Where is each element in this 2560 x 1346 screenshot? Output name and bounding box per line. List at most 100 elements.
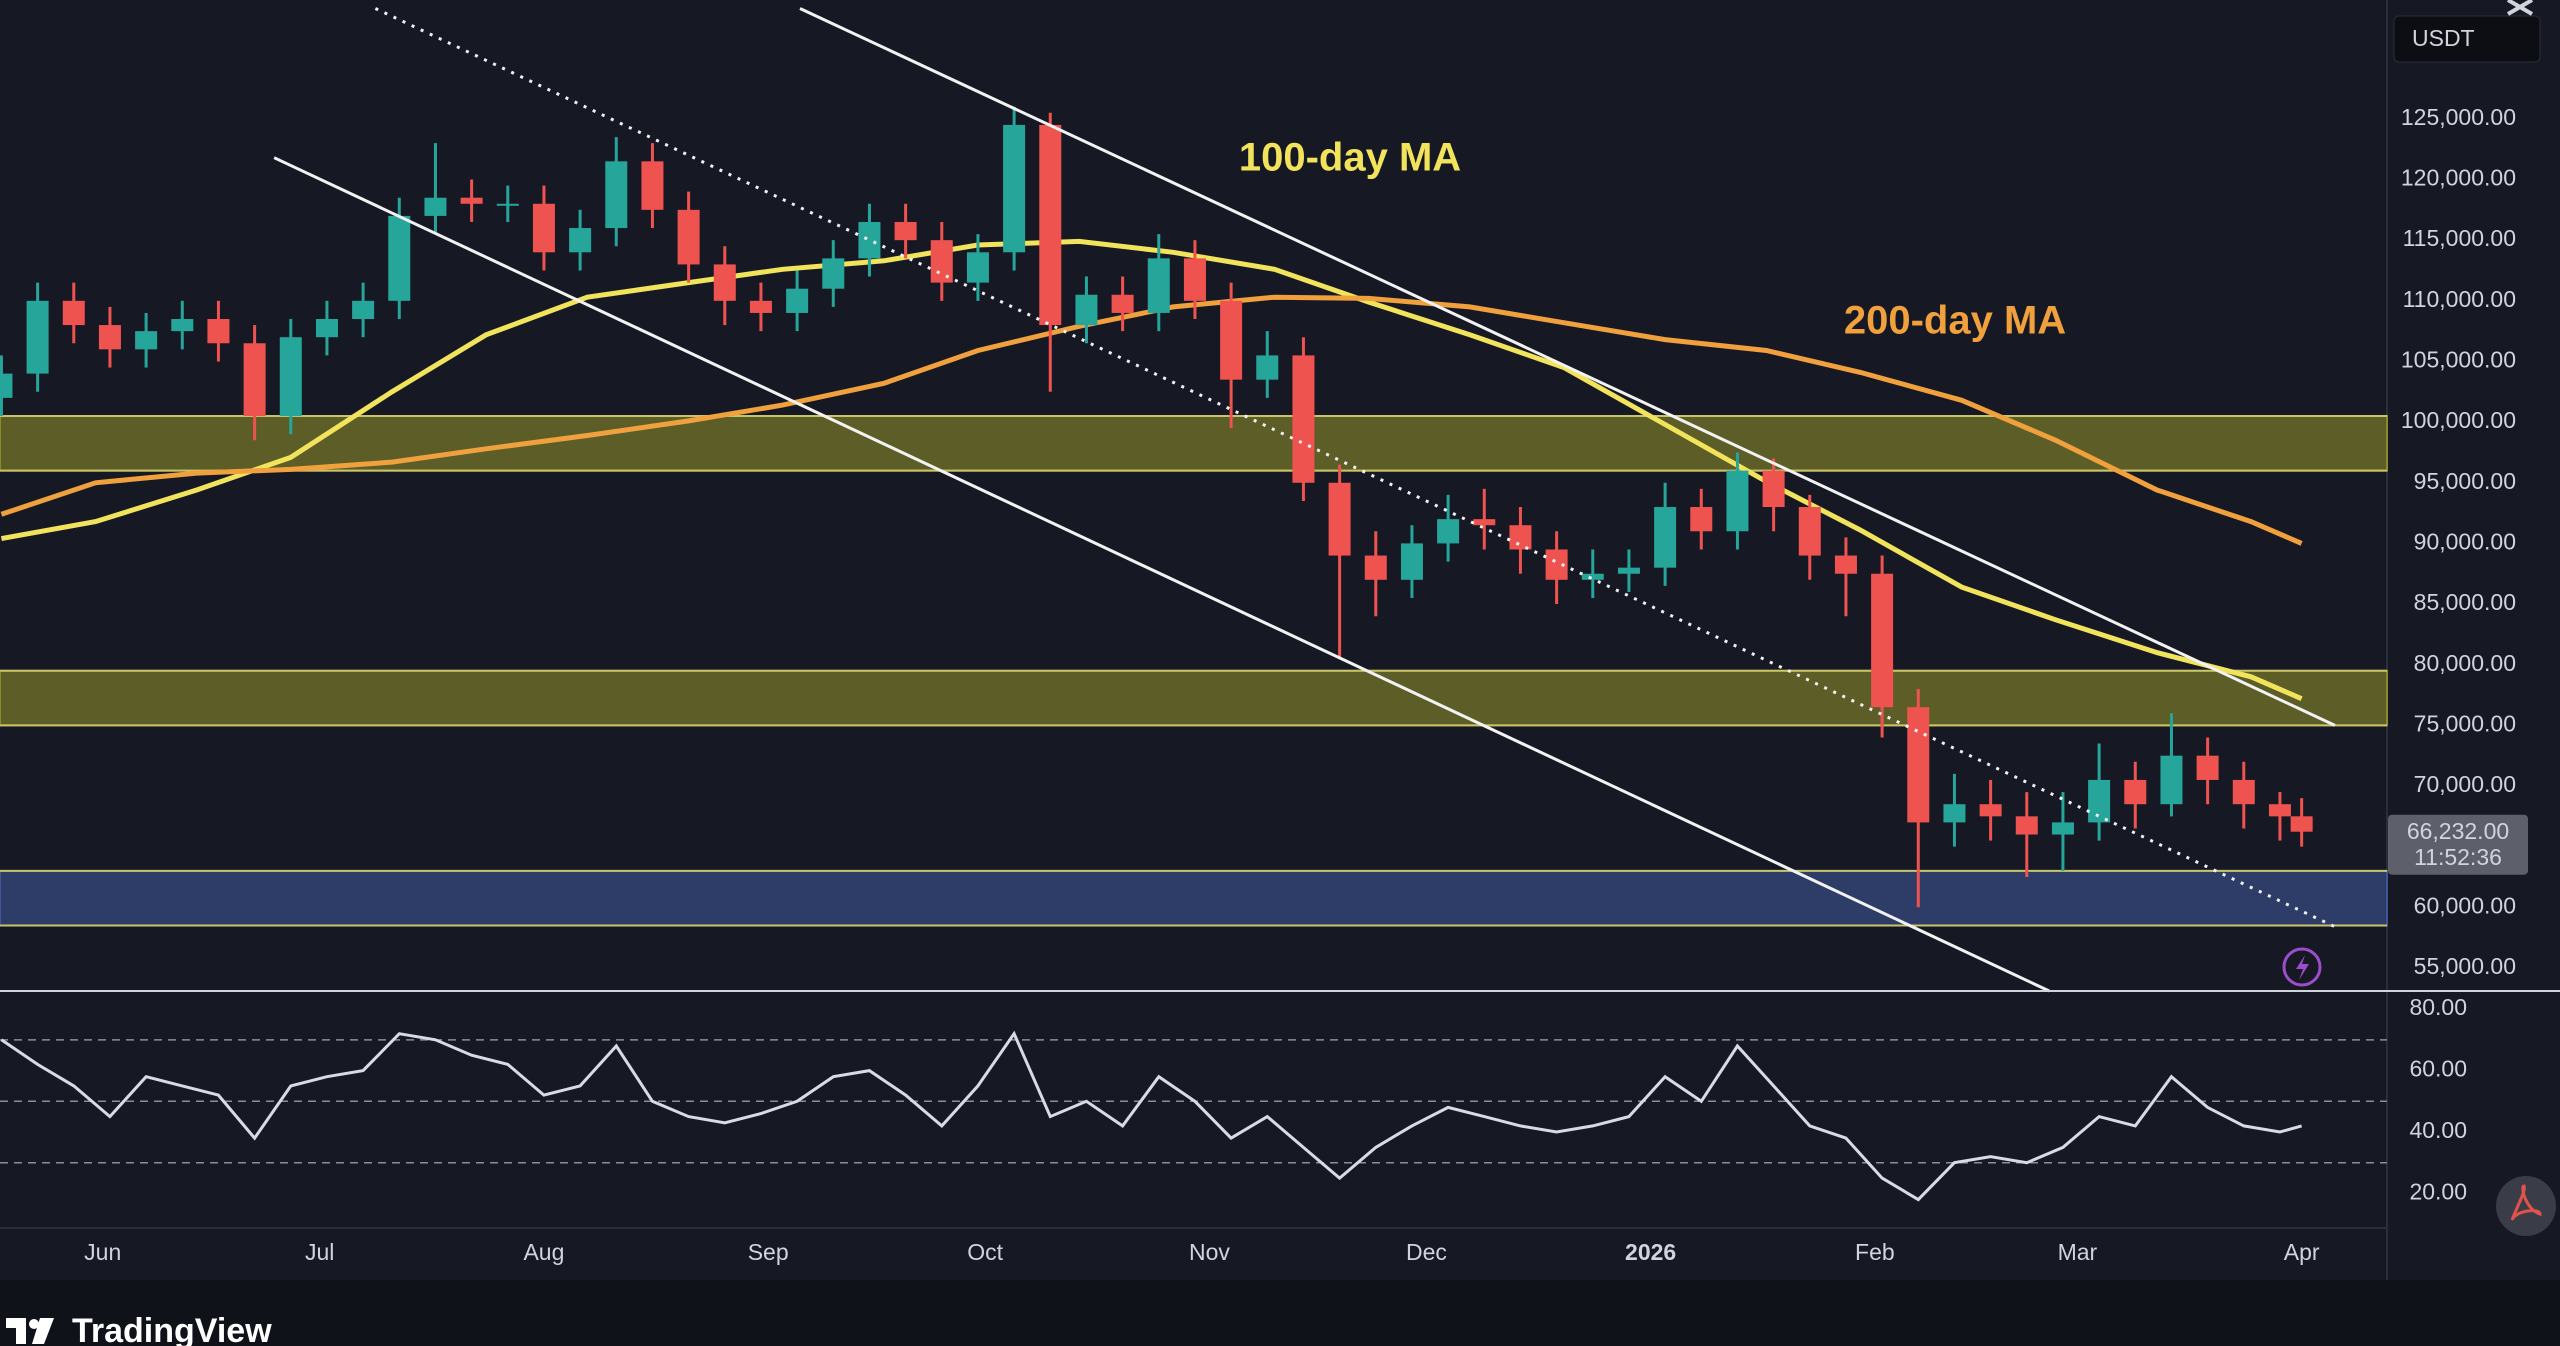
candle-body (171, 319, 194, 332)
candle-body (0, 373, 13, 398)
x-tick-label: Mar (2058, 1239, 2098, 1265)
candle-body (2196, 755, 2219, 780)
series-label: 200-day MA (1844, 299, 2066, 343)
brand-name: TradingView (72, 1312, 272, 1346)
y-tick-label: 80.00 (2409, 994, 2467, 1020)
candle-body (352, 300, 375, 320)
y-tick-label: 100,000.00 (2401, 407, 2516, 433)
indicator-line (0, 1030, 2303, 1202)
trendline (799, 7, 2336, 727)
x-tick-label: Feb (1855, 1239, 1895, 1265)
x-tick-label: Apr (2284, 1239, 2320, 1265)
candle-body (26, 300, 49, 374)
candle-body (1798, 507, 1821, 556)
candle-body (1111, 294, 1134, 313)
candle-body (1328, 482, 1351, 556)
candle-body (786, 288, 809, 313)
candle-body (894, 221, 917, 241)
x-tick-label: Nov (1189, 1239, 1230, 1265)
y-tick-label: 80,000.00 (2414, 650, 2516, 676)
x-tick-label: Aug (523, 1239, 564, 1265)
candle-body (315, 319, 338, 338)
y-tick-label: 105,000.00 (2401, 347, 2516, 373)
countdown-label: 11:52:36 (2414, 844, 2502, 870)
pdf-icon[interactable] (2496, 1176, 2556, 1236)
y-tick-label: 60.00 (2409, 1056, 2467, 1082)
y-tick-label: 85,000.00 (2414, 589, 2516, 615)
candle-body (243, 343, 266, 417)
candle-body (1545, 549, 1568, 580)
candle-body (207, 319, 230, 344)
candle-body (2160, 755, 2183, 805)
y-tick-label: 120,000.00 (2401, 165, 2516, 191)
close-icon[interactable] (2506, 0, 2534, 16)
candle-body (2232, 779, 2255, 805)
last-price-label: 66,232.00 (2407, 818, 2509, 844)
candle-body (1617, 567, 1640, 574)
series-label: 100-day MA (1239, 136, 1461, 180)
candle-body (1183, 258, 1206, 301)
candle-body (388, 215, 411, 301)
candle-body (1726, 470, 1749, 532)
trendline (273, 156, 2050, 993)
candle-body (98, 325, 121, 350)
y-tick-label: 40.00 (2409, 1117, 2467, 1143)
candle-body (677, 209, 700, 265)
candle-body (532, 203, 555, 253)
zone (0, 669, 2388, 727)
candle-body (749, 300, 772, 313)
y-tick-label: 60,000.00 (2414, 892, 2516, 918)
y-tick-label: 75,000.00 (2414, 710, 2516, 736)
candle-body (2015, 816, 2038, 835)
y-tick-label: 115,000.00 (2403, 225, 2516, 251)
candle-body (822, 258, 845, 289)
candle-body (1871, 573, 1894, 708)
candle-body (858, 221, 881, 259)
candle-body (569, 228, 592, 253)
y-tick-label: 20.00 (2409, 1179, 2467, 1205)
candle-body (1003, 124, 1026, 253)
background (0, 0, 2560, 1280)
plot-layer: 100-day MA 200-day MA 125,000.00 120,000.00… (0, 7, 2528, 1265)
candle-body (1907, 707, 1930, 823)
y-tick-label: 55,000.00 (2414, 953, 2516, 979)
candle-body (279, 337, 302, 417)
x-tick-label: Jun (84, 1239, 121, 1265)
candle-body (713, 264, 736, 301)
candle-body (1364, 555, 1387, 580)
last-price-box (2388, 814, 2528, 875)
currency-box[interactable] (2393, 15, 2541, 63)
footer-bar (0, 1280, 2560, 1346)
y-tick-label: 95,000.00 (2414, 468, 2516, 494)
candle-body (1834, 555, 1857, 574)
candle-body (135, 331, 158, 350)
y-tick-label: 125,000.00 (2401, 104, 2516, 130)
candle-body (1762, 470, 1785, 508)
candle-body (496, 203, 519, 206)
y-tick-label: 110,000.00 (2403, 286, 2516, 312)
candle-body (1437, 519, 1460, 544)
trendline (374, 7, 2336, 929)
currency-label: USDT (2412, 25, 2475, 51)
candle-body (605, 161, 628, 229)
candle-body (1400, 543, 1423, 580)
candle-body (2124, 779, 2147, 805)
candle-body (2290, 816, 2313, 832)
candle-body (424, 197, 447, 216)
candle-body (62, 300, 85, 326)
x-tick-label: Jul (305, 1239, 334, 1265)
moving-average-line (0, 294, 2303, 546)
brand-logo (6, 1318, 54, 1344)
candle-body (2051, 822, 2074, 835)
candle-body (460, 197, 483, 204)
candle-body (1943, 804, 1966, 823)
x-tick-label: Oct (967, 1239, 1003, 1265)
candle-body (641, 161, 664, 210)
candle-body (2268, 804, 2291, 817)
moving-average-line (0, 238, 2303, 701)
candle-body (1147, 258, 1170, 313)
alert-icon[interactable] (2282, 947, 2322, 987)
y-tick-label: 90,000.00 (2414, 528, 2516, 554)
